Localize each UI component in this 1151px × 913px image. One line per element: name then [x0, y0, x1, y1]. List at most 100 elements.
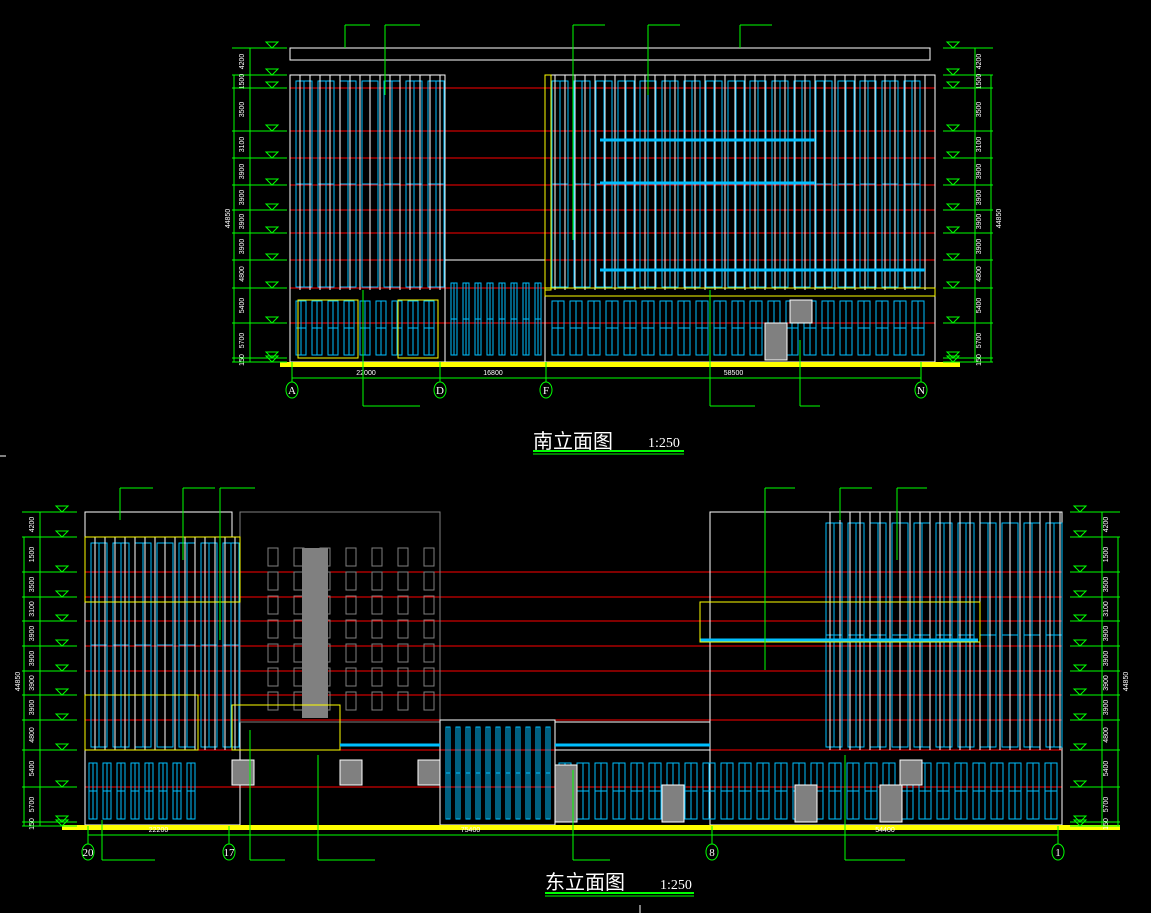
stair-core [302, 548, 328, 718]
level-marker-icon [54, 590, 70, 598]
level-dimension: 4200 [976, 54, 983, 70]
axis-bubble [81, 843, 95, 861]
hatched-panel [899, 759, 923, 786]
level-marker-icon [54, 713, 70, 721]
level-dimension: 4800 [976, 266, 983, 282]
axis-label: 20 [83, 847, 95, 859]
ground-line [280, 362, 960, 367]
level-marker-icon [945, 226, 961, 234]
hatched-panel [879, 784, 903, 823]
podium-band [544, 287, 936, 297]
level-dimension: 1500 [1103, 547, 1110, 563]
middle-block [444, 259, 546, 363]
rear-block [239, 511, 441, 723]
rear-window [423, 643, 435, 663]
level-marker-icon [1072, 664, 1088, 672]
axis-bubble [914, 381, 928, 399]
level-dimension: 4200 [239, 54, 246, 70]
level-dimension: 4800 [239, 266, 246, 282]
level-marker-icon [945, 151, 961, 159]
rear-window [267, 643, 279, 663]
hatched-panel [339, 759, 363, 786]
level-dimension: 3100 [1103, 601, 1110, 617]
level-marker-icon [945, 203, 961, 211]
level-marker-icon [1072, 505, 1088, 513]
level-dimension: 3900 [29, 626, 36, 642]
level-marker-icon [54, 815, 70, 823]
axis-bubble [1051, 843, 1065, 861]
rear-window [267, 547, 279, 567]
level-dimension: 5400 [1103, 761, 1110, 777]
level-dimension: 5400 [29, 761, 36, 777]
rear-window [423, 595, 435, 615]
accent-frame [84, 536, 241, 603]
span-dimension: 54400 [875, 827, 895, 834]
level-dimension: 5400 [976, 298, 983, 314]
rear-window [371, 643, 383, 663]
level-dimension: 3900 [976, 190, 983, 206]
level-marker-icon [264, 316, 280, 324]
rear-window [345, 547, 357, 567]
rear-window [267, 571, 279, 591]
level-dimension: 3900 [976, 164, 983, 180]
level-dimension: 5400 [239, 298, 246, 314]
total-height: 44850 [1123, 672, 1130, 692]
level-dimension: 4200 [29, 517, 36, 533]
rear-window [345, 571, 357, 591]
rear-window [397, 547, 409, 567]
rear-window [397, 691, 409, 711]
level-marker-icon [1072, 819, 1088, 827]
level-dimension: 1500 [239, 74, 246, 90]
axis-label: N [917, 385, 925, 397]
rear-window [423, 547, 435, 567]
span-dimension: 22200 [149, 827, 169, 834]
level-marker-icon [264, 351, 280, 359]
accent-frame [297, 299, 359, 359]
level-dimension: 3900 [976, 239, 983, 255]
hatched-panel [417, 759, 441, 786]
hatched-panel [231, 759, 255, 786]
level-marker-icon [264, 68, 280, 76]
level-marker-icon [264, 81, 280, 89]
level-marker-icon [54, 780, 70, 788]
level-dimension: 150 [976, 354, 983, 366]
level-marker-icon [945, 124, 961, 132]
total-height: 44850 [996, 209, 1003, 229]
level-dimension: 5700 [239, 333, 246, 349]
level-marker-icon [1072, 815, 1088, 823]
level-marker-icon [945, 178, 961, 186]
level-marker-icon [945, 68, 961, 76]
rear-window [371, 571, 383, 591]
rear-window [371, 595, 383, 615]
axis-label: 8 [709, 847, 715, 859]
level-marker-icon [54, 614, 70, 622]
level-marker-icon [1072, 530, 1088, 538]
rear-window [423, 619, 435, 639]
axis-label: 17 [224, 847, 236, 859]
level-dimension: 3900 [1103, 675, 1110, 691]
level-dimension: 1500 [976, 74, 983, 90]
rear-window [345, 643, 357, 663]
total-height: 44850 [15, 672, 22, 692]
rear-window [397, 571, 409, 591]
rear-window [267, 619, 279, 639]
level-marker-icon [945, 355, 961, 363]
level-marker-icon [264, 41, 280, 49]
hatched-door [764, 322, 788, 361]
level-marker-icon [54, 688, 70, 696]
rear-window [267, 667, 279, 687]
level-marker-icon [54, 565, 70, 573]
level-dimension: 4800 [29, 727, 36, 743]
level-marker-icon [1072, 614, 1088, 622]
rear-window [423, 667, 435, 687]
level-dimension: 3100 [29, 601, 36, 617]
level-dimension: 3500 [29, 577, 36, 593]
level-dimension: 3500 [976, 102, 983, 118]
level-dimension: 1500 [29, 547, 36, 563]
level-marker-icon [264, 226, 280, 234]
level-dimension: 3900 [1103, 626, 1110, 642]
south-scale: 1:250 [648, 436, 680, 451]
level-dimension: 4800 [1103, 727, 1110, 743]
span-dimension: 22000 [356, 370, 376, 377]
rear-window [267, 691, 279, 711]
